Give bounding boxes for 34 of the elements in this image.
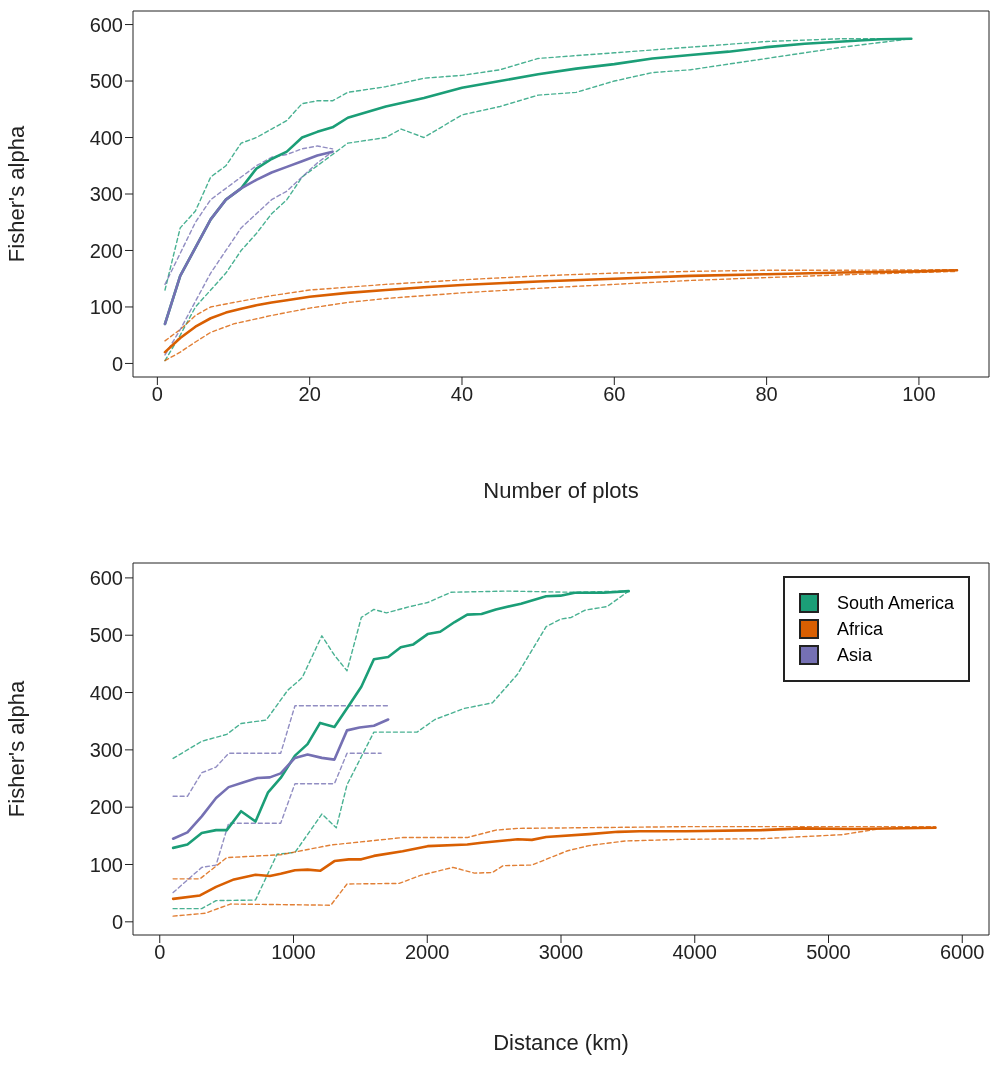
y-tick-label: 300 <box>89 183 123 206</box>
x-tick-label: 4000 <box>672 941 717 964</box>
y-tick-label: 0 <box>111 910 123 933</box>
x-tick-label: 100 <box>902 383 936 406</box>
y-tick-label: 100 <box>89 853 123 876</box>
y-tick-label: 600 <box>89 13 123 36</box>
x-tick-label: 1000 <box>271 941 316 964</box>
x-tick-label: 0 <box>154 941 166 964</box>
legend-label: Asia <box>836 644 872 667</box>
legend-label: Africa <box>836 618 883 641</box>
x-tick-label: 20 <box>298 383 321 406</box>
y-tick-label: 400 <box>89 681 123 704</box>
x-tick-label: 3000 <box>538 941 584 964</box>
legend-label: South America <box>836 592 954 615</box>
x-tick-label: 2000 <box>405 941 450 964</box>
y-tick-label: 100 <box>89 296 123 319</box>
x-tick-label: 60 <box>603 383 626 406</box>
x-tick-label: 6000 <box>940 941 985 964</box>
y-tick-label: 200 <box>89 796 123 819</box>
y-axis-title: Fisher's alpha <box>3 680 29 818</box>
x-tick-label: 5000 <box>806 941 851 964</box>
y-tick-label: 400 <box>89 126 123 149</box>
y-tick-label: 600 <box>89 567 123 589</box>
x-axis-title: Distance (km) <box>493 1030 629 1055</box>
y-tick-label: 500 <box>89 624 123 647</box>
x-tick-label: 0 <box>151 383 163 406</box>
y-tick-label: 300 <box>89 738 123 761</box>
y-tick-label: 500 <box>89 70 123 93</box>
y-axis-title: Fisher's alpha <box>3 125 29 263</box>
x-tick-label: 40 <box>450 383 474 406</box>
x-axis-title: Number of plots <box>483 478 639 503</box>
x-tick-label: 80 <box>755 383 778 406</box>
y-tick-label: 0 <box>111 352 123 375</box>
y-tick-label: 200 <box>89 239 123 262</box>
